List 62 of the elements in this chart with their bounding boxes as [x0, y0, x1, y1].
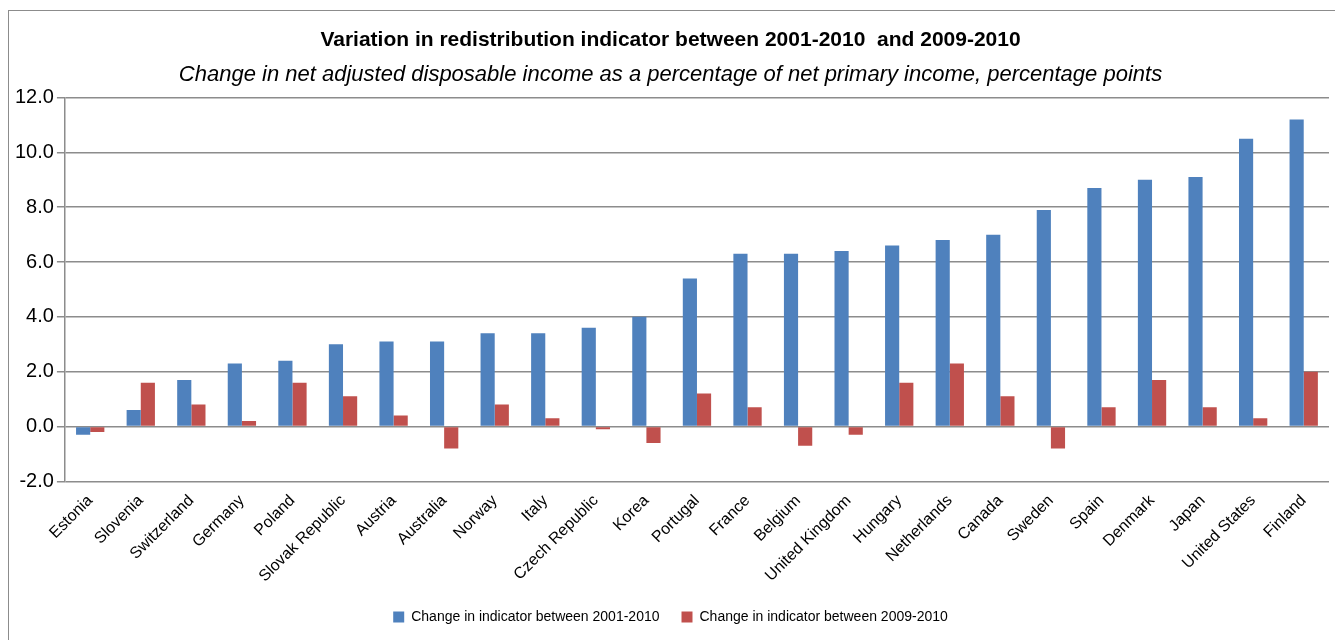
bar — [1050, 427, 1066, 449]
bar — [848, 427, 863, 435]
bar — [885, 245, 900, 426]
bar — [1188, 177, 1203, 426]
bar — [783, 253, 799, 426]
bar — [696, 393, 712, 426]
bar — [1000, 396, 1015, 426]
bar — [444, 427, 459, 449]
bar — [834, 251, 849, 426]
x-tick-label: Italy — [517, 491, 551, 525]
bar — [632, 316, 647, 426]
y-tick-label: 6.0 — [26, 249, 54, 272]
bar — [1202, 407, 1217, 426]
bar — [1289, 119, 1304, 426]
bar — [76, 427, 91, 435]
bar — [581, 327, 596, 426]
bar — [191, 404, 206, 426]
bar — [986, 234, 1001, 426]
bar — [747, 407, 762, 426]
bar — [1152, 379, 1167, 426]
bar — [949, 363, 964, 426]
chart-title: Variation in redistribution indicator between 2001-2010 and 2009-2010 — [320, 27, 1021, 51]
bar — [393, 415, 408, 426]
bar — [140, 382, 155, 426]
bar — [379, 341, 394, 426]
y-tick-label: 10.0 — [14, 139, 54, 162]
bar — [733, 253, 748, 426]
bar — [1137, 179, 1153, 426]
chart-subtitle: Change in net adjusted disposable income as a percentage of net primary income, percentage points — [178, 60, 1163, 86]
bar — [494, 404, 509, 426]
bar — [899, 382, 914, 426]
bar — [531, 333, 546, 426]
bar — [343, 396, 358, 426]
bar — [646, 427, 661, 443]
bar — [935, 240, 950, 426]
bar — [1101, 407, 1116, 426]
y-tick-label: 2.0 — [26, 359, 54, 382]
bar — [241, 421, 257, 426]
bar — [429, 341, 445, 426]
bar — [177, 379, 192, 426]
bar — [328, 344, 344, 426]
y-tick-label: 12.0 — [14, 85, 54, 108]
bar — [1239, 138, 1254, 426]
bar — [798, 427, 813, 446]
bar — [90, 427, 105, 432]
bar — [227, 363, 242, 426]
bar — [292, 382, 307, 426]
bar — [682, 278, 697, 426]
bar — [480, 333, 495, 426]
bar — [1303, 371, 1318, 426]
legend-label: Change in indicator between 2009-2010 — [699, 607, 949, 624]
legend-label: Change in indicator between 2001-2010 — [411, 607, 660, 624]
bar — [1253, 418, 1268, 426]
bar — [126, 410, 141, 426]
bar — [278, 360, 293, 426]
y-tick-label: 0.0 — [26, 414, 54, 436]
bar — [545, 418, 560, 426]
bar — [1036, 209, 1051, 426]
y-tick-label: 8.0 — [26, 194, 54, 217]
y-tick-label: 4.0 — [26, 304, 54, 327]
bar — [1087, 188, 1102, 426]
y-tick-label: -2.0 — [19, 468, 54, 491]
